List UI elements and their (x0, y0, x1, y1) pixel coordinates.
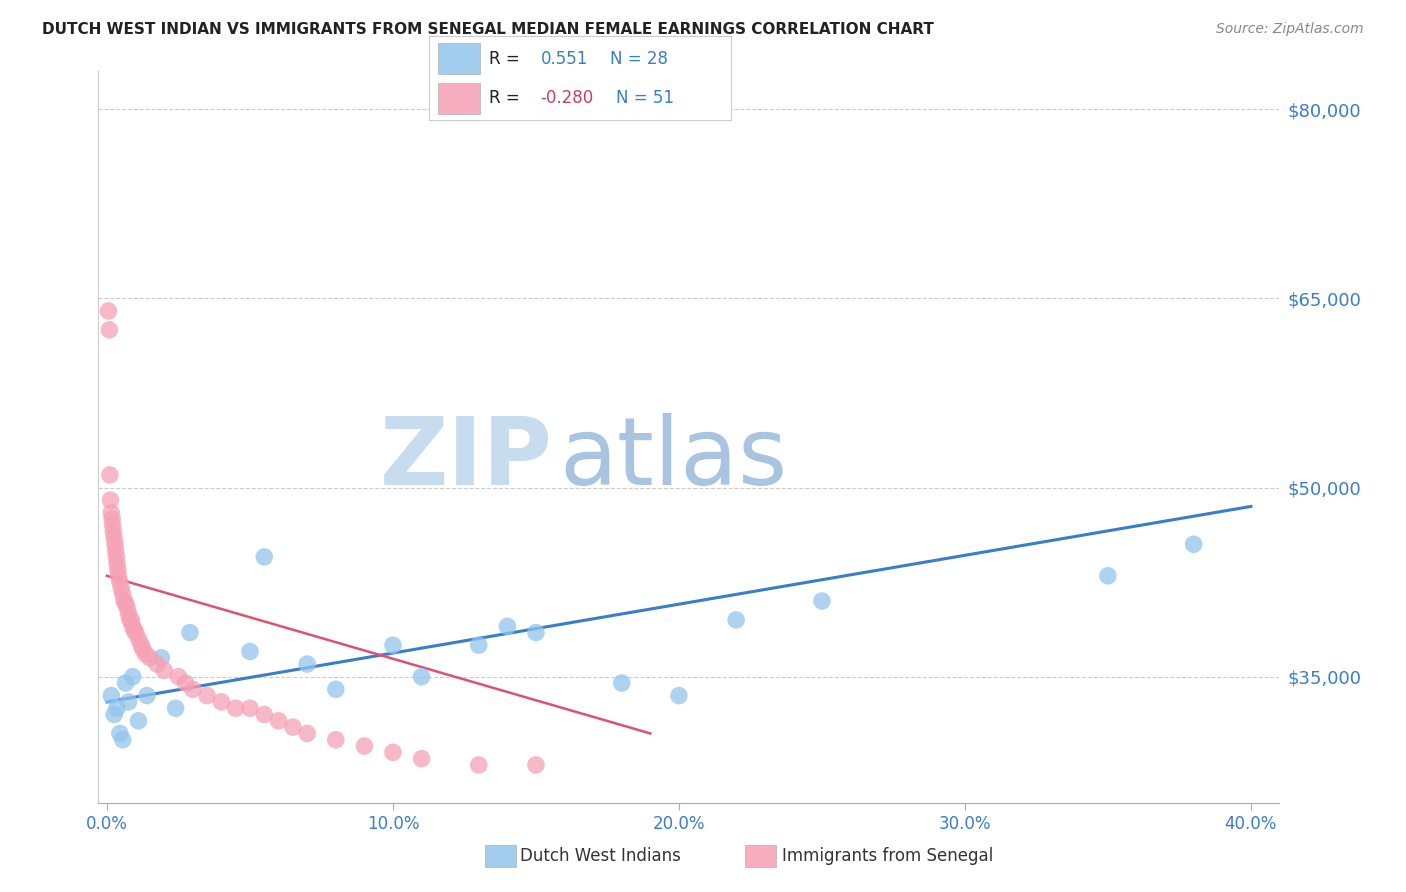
Point (101, 518, 124, 533)
Point (209, 695, 232, 709)
Text: N = 28: N = 28 (610, 50, 668, 68)
Point (111, 588, 134, 602)
Text: Source: ZipAtlas.com: Source: ZipAtlas.com (1216, 22, 1364, 37)
Text: 0.551: 0.551 (541, 50, 588, 68)
Point (725, 613, 748, 627)
Point (610, 676, 633, 690)
Point (381, 638, 404, 652)
Point (111, 732, 134, 747)
Point (107, 569, 129, 583)
Point (118, 613, 141, 627)
Point (124, 625, 146, 640)
Point (179, 625, 201, 640)
Point (174, 676, 197, 690)
Point (127, 714, 149, 728)
Bar (437, 44, 481, 74)
Point (524, 758, 547, 772)
Point (97, 304, 120, 318)
Text: ZIP: ZIP (380, 413, 553, 505)
Point (112, 594, 135, 608)
Point (105, 701, 128, 715)
Point (153, 664, 176, 678)
Point (239, 644, 262, 658)
Point (411, 670, 433, 684)
Point (411, 752, 433, 766)
Point (131, 638, 153, 652)
Point (253, 549, 276, 564)
Point (100, 689, 122, 703)
Point (104, 537, 127, 551)
Point (150, 650, 173, 665)
Point (105, 556, 128, 570)
Point (181, 682, 204, 697)
Point (103, 707, 125, 722)
Point (108, 726, 131, 740)
Point (100, 493, 122, 508)
Text: Dutch West Indians: Dutch West Indians (520, 847, 681, 865)
Point (108, 575, 131, 590)
Point (117, 695, 139, 709)
Point (121, 670, 143, 684)
Point (136, 689, 159, 703)
Point (496, 619, 519, 633)
Point (225, 701, 247, 715)
Text: Immigrants from Senegal: Immigrants from Senegal (782, 847, 993, 865)
Point (104, 543, 127, 558)
Point (381, 745, 404, 759)
Point (267, 714, 290, 728)
Point (811, 594, 834, 608)
Point (295, 726, 318, 740)
Point (127, 632, 149, 646)
Point (253, 707, 276, 722)
Point (105, 549, 128, 564)
Text: R =: R = (489, 88, 520, 106)
Point (132, 642, 155, 657)
Point (135, 647, 157, 661)
Point (325, 682, 347, 697)
Text: -0.280: -0.280 (541, 88, 593, 106)
Point (114, 676, 136, 690)
Point (195, 689, 218, 703)
Point (239, 701, 262, 715)
Point (121, 619, 143, 633)
Point (165, 701, 187, 715)
Bar (437, 83, 481, 113)
Point (468, 758, 491, 772)
Point (101, 512, 124, 526)
Point (295, 657, 318, 671)
Point (468, 638, 491, 652)
Point (103, 524, 125, 539)
Text: atlas: atlas (560, 413, 787, 505)
Text: DUTCH WEST INDIAN VS IMMIGRANTS FROM SENEGAL MEDIAN FEMALE EARNINGS CORRELATION : DUTCH WEST INDIAN VS IMMIGRANTS FROM SEN… (42, 22, 934, 37)
Point (325, 732, 347, 747)
Point (115, 600, 138, 615)
Point (110, 582, 132, 596)
Point (107, 562, 129, 576)
Point (120, 613, 142, 627)
Point (353, 739, 375, 753)
Point (281, 720, 304, 734)
Point (98, 467, 121, 482)
Point (117, 607, 139, 621)
Point (524, 625, 547, 640)
Point (139, 650, 162, 665)
Point (668, 689, 690, 703)
Point (167, 670, 190, 684)
Point (98, 323, 121, 337)
Point (100, 506, 122, 520)
Text: R =: R = (489, 50, 520, 68)
Point (1097, 569, 1119, 583)
Point (122, 623, 145, 637)
Point (103, 531, 125, 545)
Point (1182, 537, 1205, 551)
Point (114, 597, 136, 611)
Point (146, 657, 169, 671)
Text: N = 51: N = 51 (616, 88, 675, 106)
